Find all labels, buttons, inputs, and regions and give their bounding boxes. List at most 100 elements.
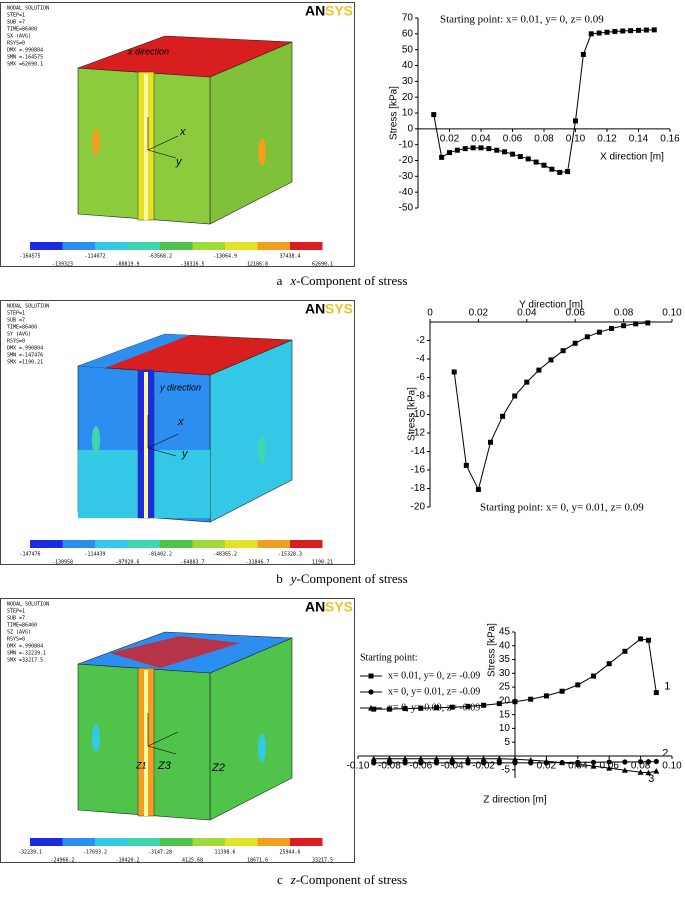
y-tick-label: 60 [402, 28, 414, 39]
marker [591, 673, 596, 679]
series-line [373, 758, 657, 774]
marker [486, 146, 492, 152]
colorbar-label: -114072 [84, 254, 105, 260]
x-tick-label: 0.02 [440, 133, 460, 144]
y-tick-label: 0 [407, 123, 413, 134]
legend-label: x= 0.01, y= 0, z= -0.09 [388, 670, 480, 681]
x-tick-label: -0.08 [378, 761, 401, 772]
plot-label: Z1 [135, 760, 147, 770]
top-band [110, 636, 240, 668]
header-line: DMX =.990804 [7, 644, 43, 650]
marker [653, 758, 659, 765]
x-tick-label: 0.08 [631, 761, 651, 772]
colorbar-segment [257, 242, 290, 250]
colorbar-segment [127, 838, 160, 846]
plot-label: Z2 [211, 762, 225, 774]
y-tick-label: 25 [499, 682, 511, 693]
marker [559, 759, 566, 766]
curve-label: 1 [664, 681, 670, 693]
caption: c z-Component of stress [277, 872, 407, 887]
marker [386, 755, 393, 762]
marker [481, 760, 487, 766]
header-line: RSYS=0 [7, 637, 25, 643]
caption-part: y [289, 571, 297, 586]
marker [549, 166, 555, 172]
colorbar-segment [192, 242, 225, 250]
marker [536, 367, 542, 373]
colorbar-segment [290, 540, 323, 548]
y-tick-label: 45 [499, 627, 511, 638]
header-line: SUB =7 [7, 616, 25, 622]
colorbar-segment [95, 540, 128, 548]
y-tick-label: -20 [411, 502, 426, 513]
header-line: SMN =-32239.1 [7, 651, 46, 657]
colorbar-segment [127, 242, 160, 250]
slot-core [144, 670, 148, 816]
x-tick-label: 0.04 [471, 133, 491, 144]
x-tick-label: 0.12 [597, 133, 617, 144]
marker [573, 118, 578, 124]
header-line: RSYS=0 [7, 339, 25, 345]
slot-core [144, 372, 148, 518]
marker [622, 759, 628, 765]
x-tick-label: 0.10 [662, 761, 682, 772]
y-tick-label: 20 [402, 92, 414, 103]
marker [371, 706, 377, 712]
colorbar-segment [30, 838, 63, 846]
marker [606, 759, 612, 765]
colorbar-label: -88819.9 [115, 262, 139, 268]
colorbar-label: -81402.2 [148, 552, 172, 558]
colorbar-segment [225, 540, 258, 548]
y-tick-label: 15 [499, 709, 511, 720]
header-line: SMN =-164575 [7, 55, 43, 61]
header-line: DMX =.990804 [7, 48, 43, 54]
colorbar-label: -15328.3 [278, 552, 302, 558]
marker [402, 706, 408, 712]
marker [462, 146, 468, 152]
x-tick-label: 0.16 [660, 133, 680, 144]
marker [386, 706, 392, 712]
colorbar-segment [95, 838, 128, 846]
x-axis-label: X direction [m] [600, 152, 664, 163]
colorbar-segment [257, 540, 290, 548]
marker [368, 673, 374, 679]
colorbar-label: -31846.7 [245, 560, 269, 566]
marker [496, 701, 502, 707]
marker [527, 757, 534, 763]
x-tick-label: -0.02 [472, 761, 495, 772]
series-line [373, 760, 657, 764]
series-line [373, 638, 657, 710]
marker [496, 760, 502, 766]
header-line: DMX =.990804 [7, 346, 43, 352]
marker [512, 699, 518, 705]
colorbar-segment [62, 838, 95, 846]
marker [645, 320, 651, 326]
colorbar-segment [290, 838, 323, 846]
colorbar-label: 18671.6 [247, 858, 268, 864]
plot-label: y [175, 156, 183, 168]
colorbar-label: 4125.68 [182, 858, 203, 864]
x-tick-label: 0 [427, 308, 433, 319]
marker [502, 149, 508, 155]
x-axis-label: Y direction [m] [519, 300, 583, 311]
y-tick-label: 40 [499, 640, 511, 651]
marker [439, 154, 445, 160]
marker [533, 159, 539, 165]
header-line: SZ (AVG) [7, 630, 31, 636]
marker [370, 755, 377, 762]
marker [645, 637, 651, 643]
contour-spot [258, 138, 266, 166]
marker [481, 702, 487, 708]
y-tick-label: -4 [416, 354, 425, 365]
caption-part: -Component of stress [296, 872, 407, 887]
header-line: RSYS=0 [7, 41, 25, 47]
y-tick-label: -50 [399, 203, 414, 214]
colorbar-label: -48365.2 [213, 552, 237, 558]
contour-spot [258, 436, 266, 464]
y-tick-label: -30 [399, 171, 414, 182]
colorbar-segment [127, 540, 160, 548]
marker [496, 755, 503, 762]
marker [628, 28, 634, 34]
